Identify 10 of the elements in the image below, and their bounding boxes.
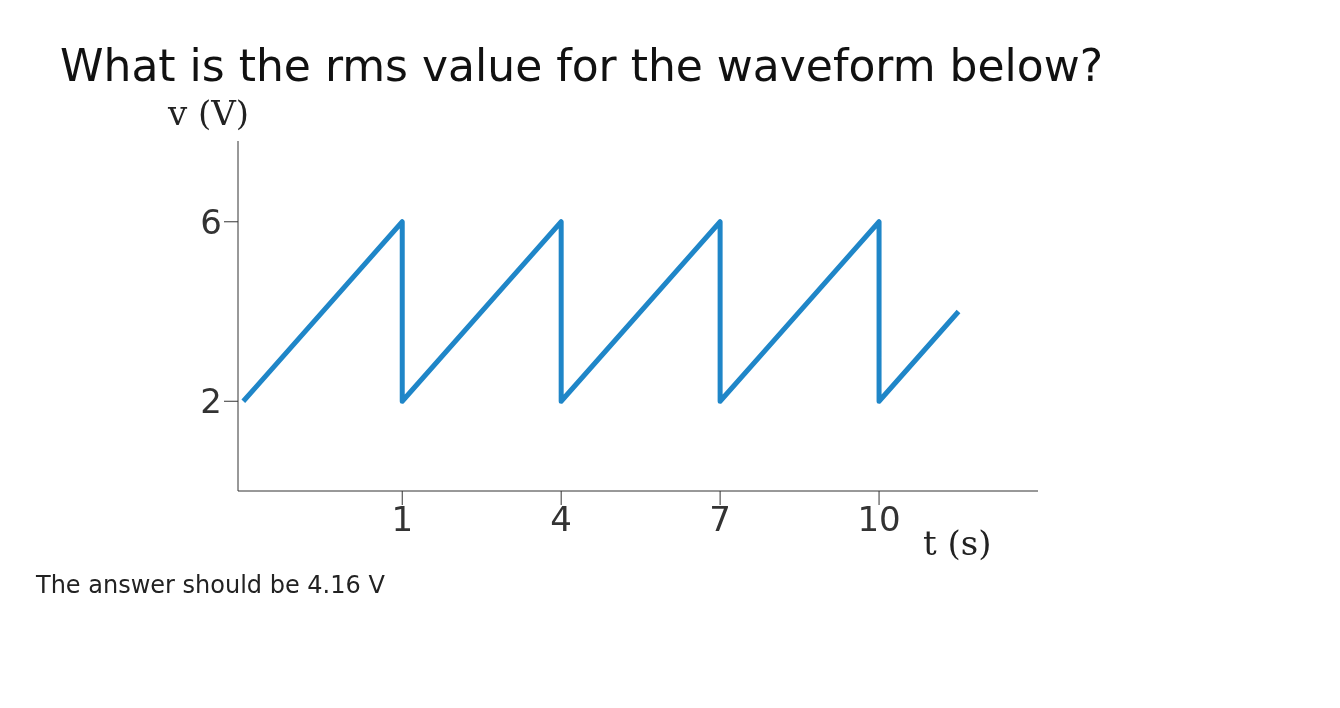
y-axis-title: v (V) [168,93,250,133]
x-tick-label: 10 [857,499,901,540]
x-tick-label: 1 [391,499,414,540]
chart-title: What is the rms value for the waveform below? [60,40,1104,91]
x-tick-label: 7 [709,499,731,540]
x-tick-label: 4 [550,499,572,540]
y-tick-label: 2 [200,381,222,422]
text: The answer should be 4.16 V [36,571,386,599]
x-axis-title: t (s) [923,523,992,563]
y-tick-label: 6 [200,201,222,242]
